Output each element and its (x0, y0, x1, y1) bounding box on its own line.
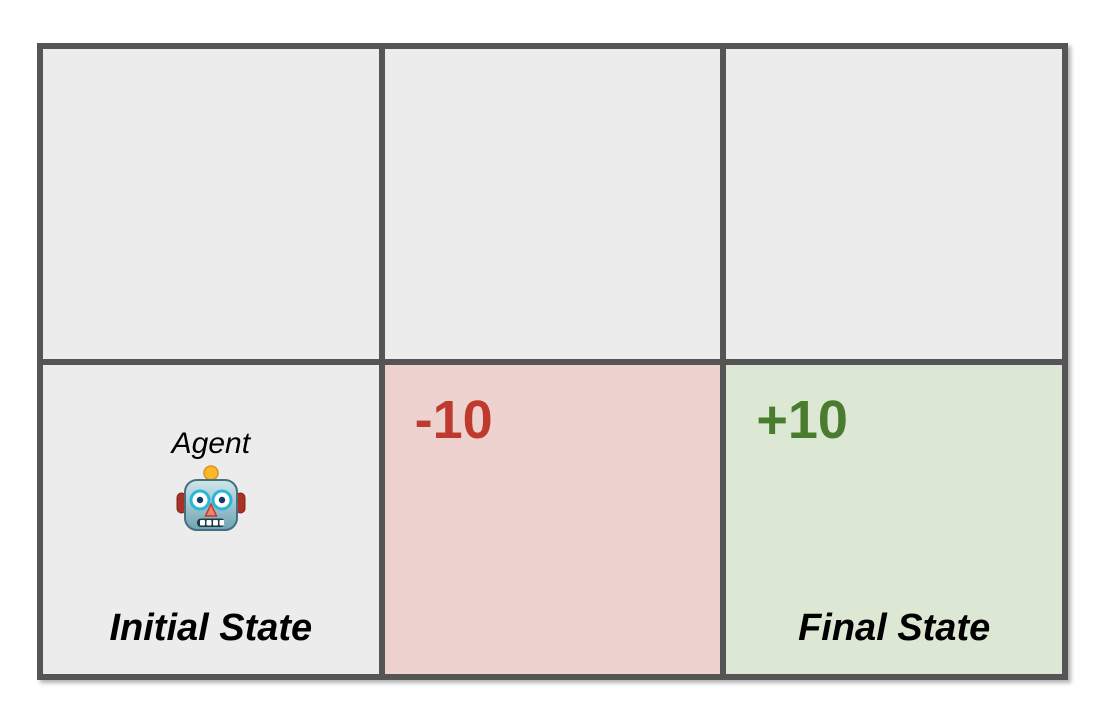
agent-label: Agent (171, 426, 251, 460)
grid-cell-penalty: -10 (384, 364, 721, 674)
robot-icon (175, 463, 247, 535)
grid-cell-top-left (43, 49, 379, 359)
reward-value: +10 (756, 389, 848, 450)
grid-cell-top-middle (384, 49, 721, 359)
initial-state-label: Initial State (109, 607, 313, 649)
grid-cell-final-state: +10 Final State (726, 364, 1062, 674)
gridworld-board: Agent (37, 43, 1068, 680)
final-state-label: Final State (798, 607, 991, 649)
grid-cell-initial-state: Agent (43, 364, 379, 674)
grid-cell-top-right (726, 49, 1062, 359)
penalty-value: -10 (414, 389, 493, 450)
